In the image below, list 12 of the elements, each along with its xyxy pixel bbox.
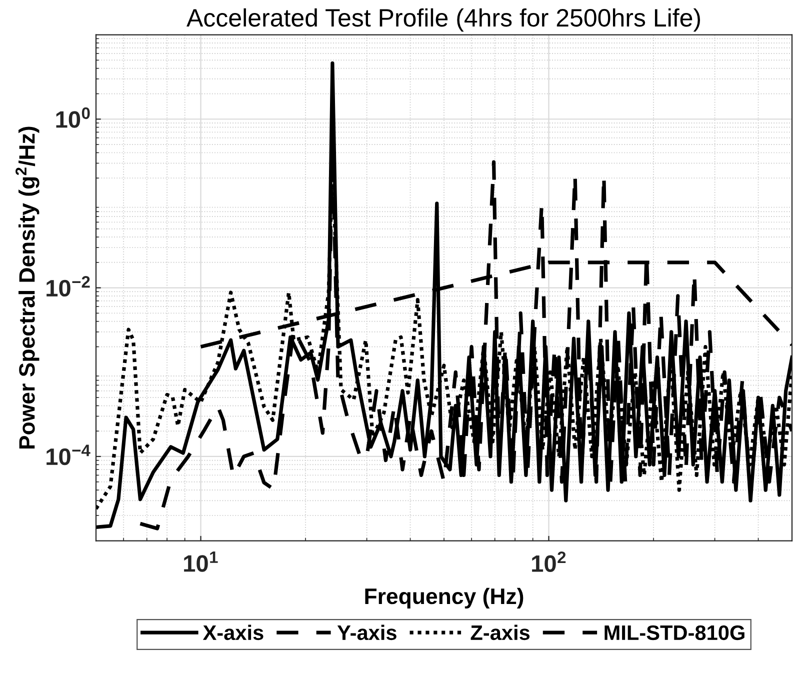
y-tick-label: 10$^{−4}$ [46,444,90,466]
legend-label: Y-axis [337,624,396,640]
legend-label: MIL-STD-810G [604,625,744,640]
legend-label: X-axis [202,624,264,640]
x-axis-title: Frequency (Hz) [365,588,524,609]
legend-label: Z-axis [470,624,530,640]
x-tick-label: 10$^{1}$ [184,552,218,572]
y-tick-label: 10$^{0}$ [56,107,90,128]
x-tick-label: 10$^{2}$ [532,552,566,572]
chart-title: Accelerated Test Profile (4hrs for 2500hrs Life) [186,8,700,32]
y-axis-title: Power Spectral Density (g$^{2}$/Hz) [16,126,40,449]
y-tick-label: 10$^{−2}$ [46,276,90,297]
